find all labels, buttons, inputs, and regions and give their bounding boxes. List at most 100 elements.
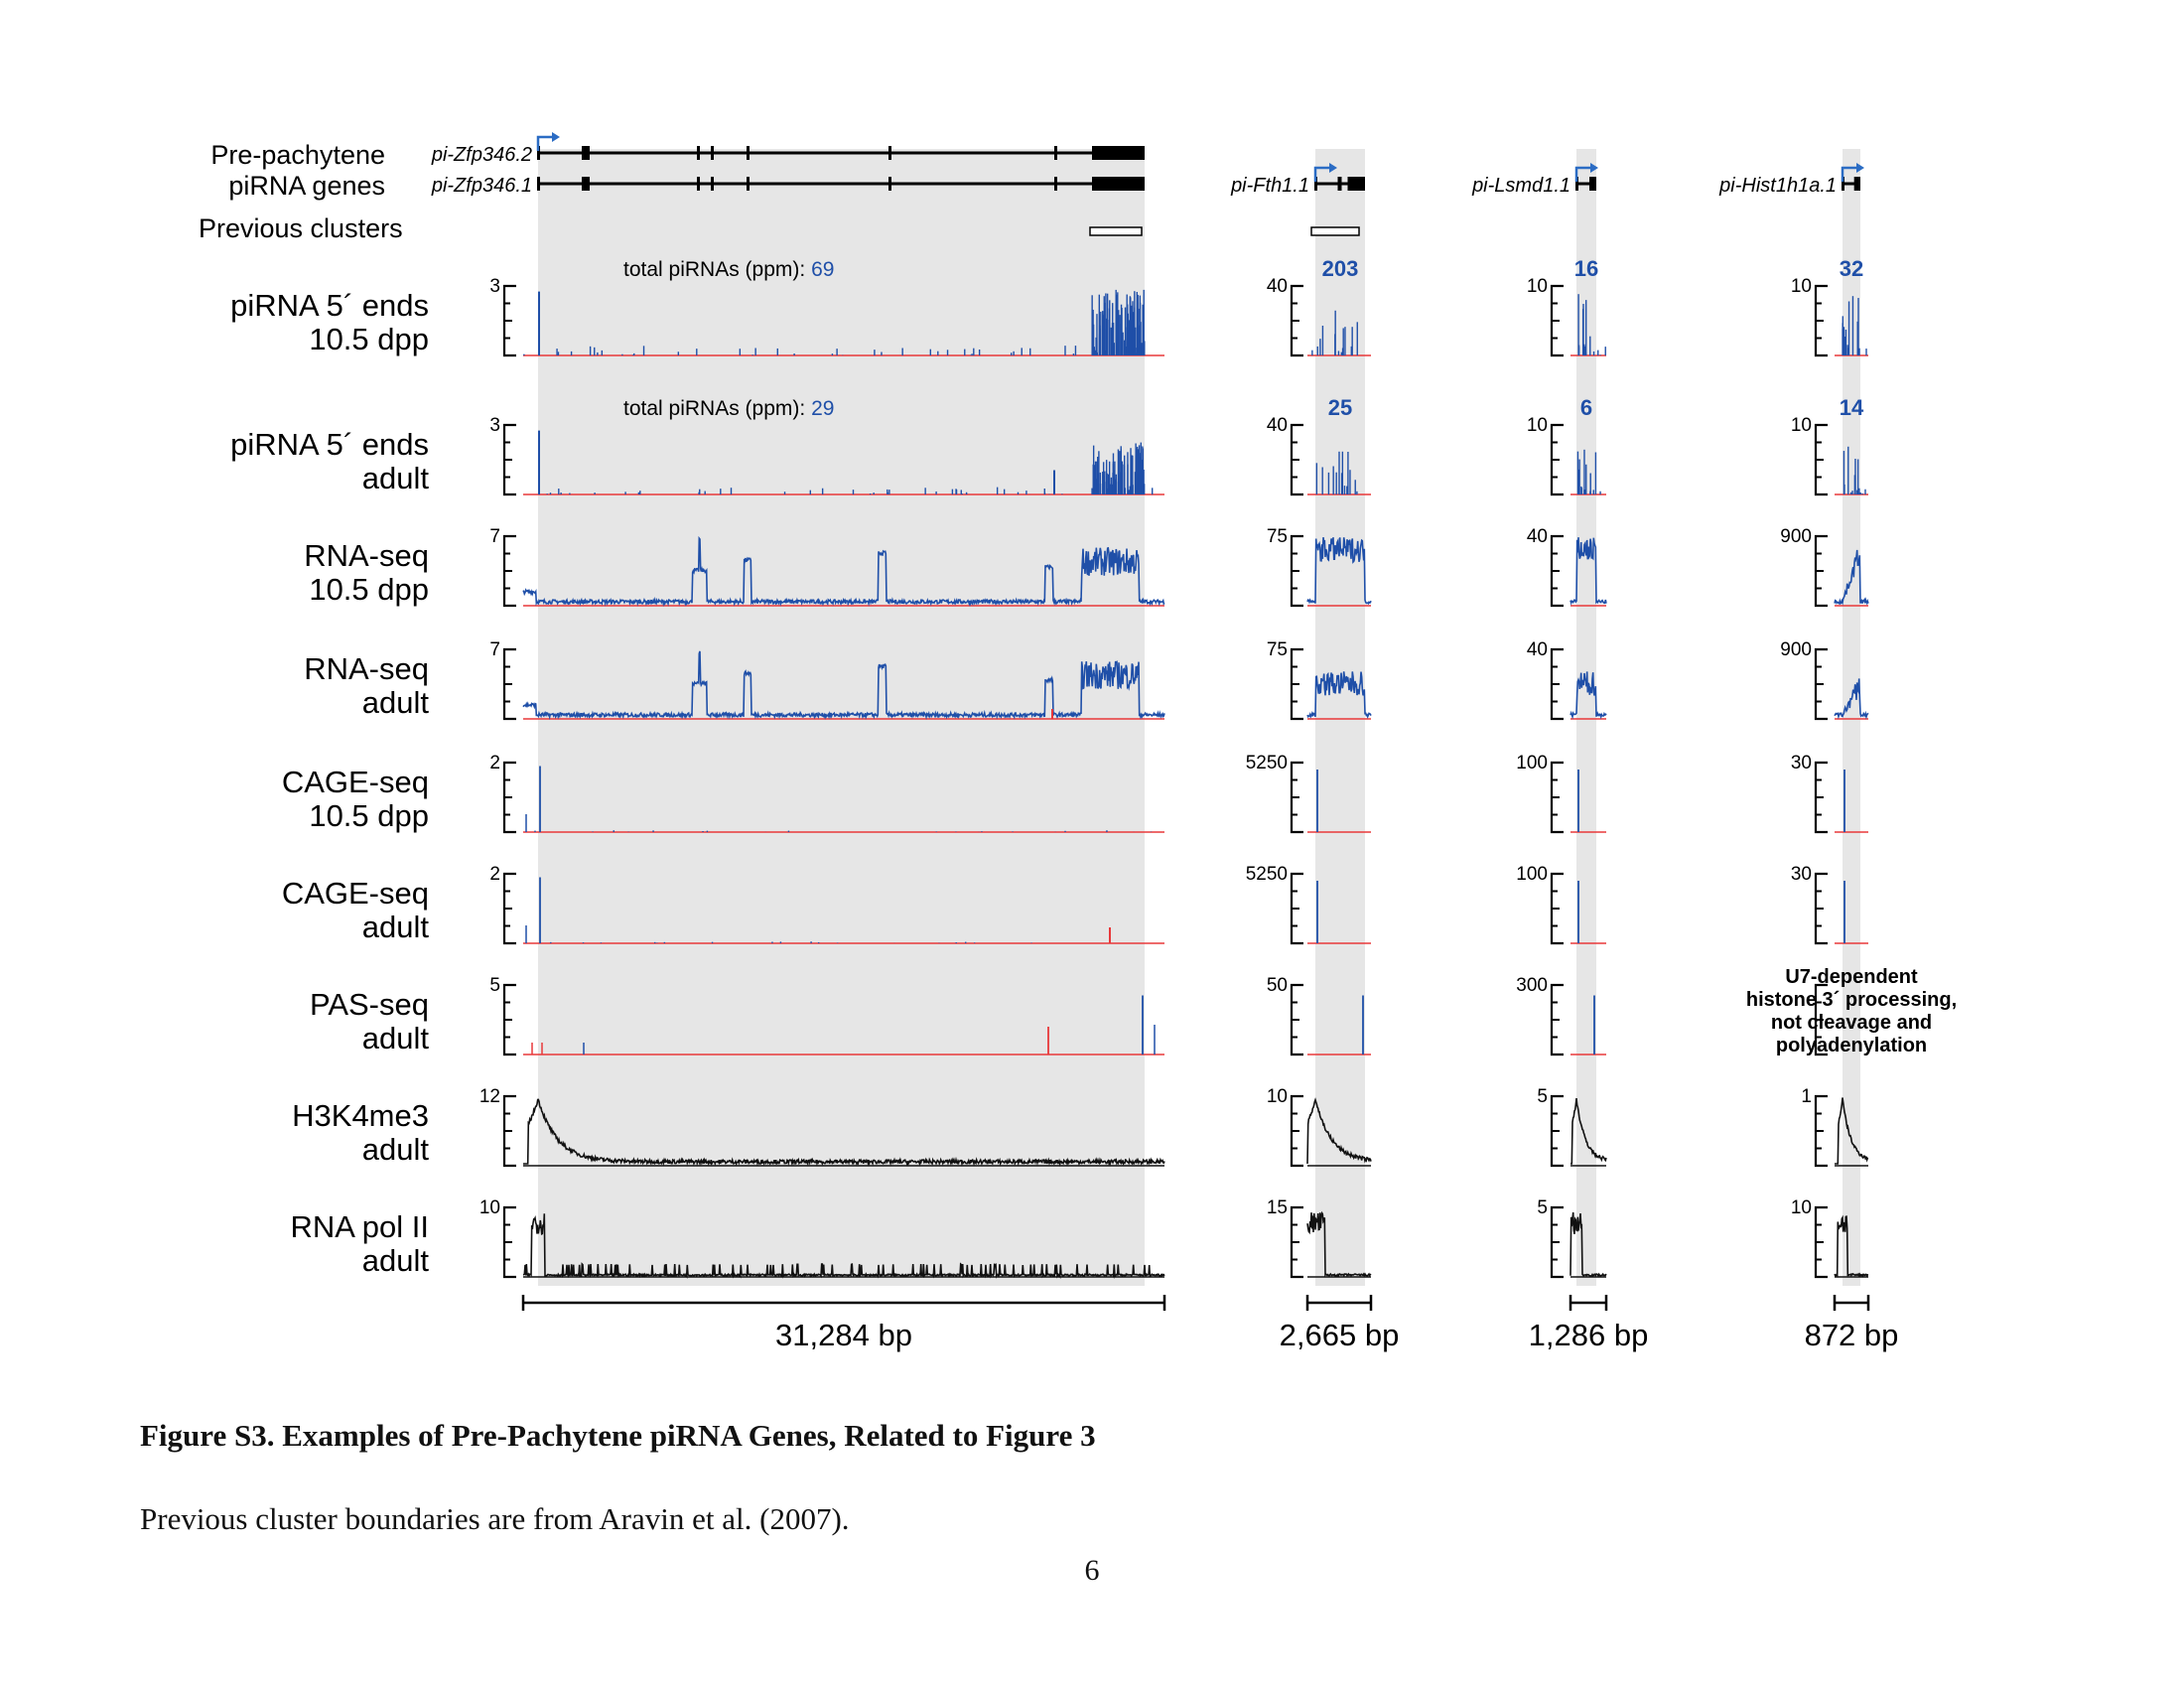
track-sublabel-5: adult bbox=[362, 910, 430, 944]
scale-value: 300 bbox=[1516, 975, 1548, 996]
track-8-panel-2: 5 bbox=[1537, 1197, 1607, 1279]
track-sublabel-4: 10.5 dpp bbox=[309, 798, 429, 833]
track-label-6: PAS-seq bbox=[310, 987, 429, 1022]
rna-trace bbox=[1834, 678, 1869, 720]
track-label-7: H3K4me3 bbox=[292, 1098, 429, 1133]
gene-model-exon bbox=[888, 146, 891, 160]
track-sublabel-2: 10.5 dpp bbox=[309, 572, 429, 607]
gene-name: pi-Hist1h1a.1 bbox=[1718, 175, 1837, 197]
gene-name: pi-Zfp346.2 bbox=[431, 144, 532, 166]
total-pirnas-value: 32 bbox=[1840, 256, 1863, 281]
panel-1: pi-Fth1.1 40 203 40 25 75 75 5250 5250 50 10 15 2,66… bbox=[1230, 163, 1399, 1352]
track-2-panel-0: 7 bbox=[489, 526, 1165, 608]
track-2-panel-2: 40 bbox=[1527, 526, 1607, 608]
gene-name: pi-Lsmd1.1 bbox=[1471, 175, 1570, 197]
gene-model-exon bbox=[1337, 177, 1342, 191]
gene-region-1 bbox=[1315, 149, 1365, 1286]
rna-trace bbox=[522, 535, 1165, 608]
rna-trace bbox=[522, 650, 1165, 721]
track-0-panel-3: 10 32 bbox=[1791, 256, 1868, 357]
track-4-panel-2: 100 bbox=[1516, 753, 1606, 834]
track-8-panel-3: 10 bbox=[1791, 1197, 1869, 1279]
scale-value: 50 bbox=[1267, 975, 1288, 996]
track-2-panel-1: 75 bbox=[1267, 526, 1372, 608]
gene-model-exon bbox=[1314, 177, 1317, 191]
previous-cluster-box bbox=[1089, 226, 1143, 236]
rna-trace bbox=[1570, 671, 1607, 720]
total-pirnas-value: 29 bbox=[811, 397, 834, 420]
scale-value: 100 bbox=[1516, 864, 1548, 885]
track-label-2: RNA-seq bbox=[304, 538, 429, 573]
gene-model-exon bbox=[1575, 177, 1578, 191]
panel-2: pi-Lsmd1.1 10 16 10 6 40 40 100 100 300 5 5 1,286 bp bbox=[1471, 163, 1648, 1352]
track-label-0: piRNA 5´ ends bbox=[230, 288, 429, 323]
scale-value: 2 bbox=[489, 864, 500, 885]
track-sublabel-1: adult bbox=[362, 461, 430, 495]
total-pirnas-value: 14 bbox=[1840, 395, 1864, 420]
gene-model-exon bbox=[1092, 177, 1145, 191]
gene-region-3 bbox=[1843, 149, 1860, 1286]
track-label-8: RNA pol II bbox=[290, 1209, 429, 1244]
track-5-panel-1: 5250 bbox=[1246, 864, 1371, 945]
track-4-panel-3: 30 bbox=[1791, 753, 1868, 834]
scale-value: 1 bbox=[1801, 1086, 1812, 1107]
scale-value: 3 bbox=[489, 276, 500, 297]
scale-value: 15 bbox=[1267, 1197, 1288, 1218]
total-pirnas-value: 16 bbox=[1574, 256, 1598, 281]
scale-value: 900 bbox=[1780, 526, 1812, 547]
scale-value: 3 bbox=[489, 415, 500, 436]
page-number: 6 bbox=[1084, 1554, 1100, 1587]
gene-model-exon bbox=[1842, 177, 1844, 191]
track-7-panel-2: 5 bbox=[1537, 1086, 1607, 1168]
h3k4me3-trace bbox=[1306, 1097, 1372, 1165]
track-2-panel-3: 900 bbox=[1780, 526, 1869, 608]
scale-value: 10 bbox=[1791, 415, 1812, 436]
scale-value: 10 bbox=[1791, 1197, 1812, 1218]
scale-value: 10 bbox=[1527, 415, 1548, 436]
gene-model-exon bbox=[697, 177, 700, 191]
scale-value: 5250 bbox=[1246, 753, 1288, 774]
track-4-panel-0: 2 bbox=[489, 753, 1164, 834]
tss-arrow bbox=[1841, 166, 1860, 182]
gene-model-exon bbox=[747, 146, 750, 160]
h3k4me3-trace bbox=[1835, 1097, 1869, 1165]
gene-model-exon bbox=[582, 177, 590, 191]
gene-name: pi-Fth1.1 bbox=[1230, 175, 1309, 197]
size-label: 31,284 bp bbox=[775, 1318, 912, 1352]
track-6-panel-3 bbox=[1814, 983, 1828, 1056]
gene-model-exon bbox=[1347, 177, 1365, 191]
total-pirnas-prefix: total piRNAs (ppm): bbox=[623, 397, 811, 420]
tss-arrowhead bbox=[552, 132, 560, 142]
track-3-panel-0: 7 bbox=[489, 639, 1165, 721]
scale-value: 12 bbox=[479, 1086, 500, 1107]
gene-model-exon bbox=[1092, 146, 1145, 160]
tss-arrow bbox=[536, 135, 556, 151]
track-1-panel-3: 10 14 bbox=[1791, 395, 1868, 496]
track-0-panel-1: 40 203 bbox=[1267, 256, 1371, 357]
track-8-panel-0: 10 bbox=[479, 1197, 1165, 1280]
gene-model-exon bbox=[747, 177, 750, 191]
track-0-panel-0: 3 total piRNAs (ppm): 69 bbox=[489, 258, 1164, 357]
total-pirnas-value: 25 bbox=[1328, 395, 1352, 420]
gene-model-exon bbox=[711, 177, 714, 191]
rna-trace bbox=[1834, 549, 1869, 606]
panel-0: pi-Zfp346.2 pi-Zfp346.1 3 total piRNAs (ppm… bbox=[431, 132, 1166, 1352]
track-label-3: RNA-seq bbox=[304, 651, 429, 686]
histone-note-line: histone 3´ processing, bbox=[1746, 989, 1957, 1011]
figure-caption-title: Figure S3. Examples of Pre-Pachytene piR… bbox=[140, 1418, 1096, 1453]
total-pirnas-value: 203 bbox=[1322, 256, 1359, 281]
scale-value: 900 bbox=[1780, 639, 1812, 660]
gene-shading bbox=[538, 149, 1860, 1286]
scale-value: 10 bbox=[1527, 276, 1548, 297]
track-sublabel-6: adult bbox=[362, 1021, 430, 1055]
histone-note-line: U7-dependent bbox=[1785, 966, 1918, 988]
track-1-panel-0: 3 total piRNAs (ppm): 29 bbox=[489, 397, 1164, 496]
track-5-panel-3: 30 bbox=[1791, 864, 1868, 945]
figure-caption-body: Previous cluster boundaries are from Ara… bbox=[140, 1501, 850, 1536]
scale-value: 5 bbox=[1537, 1086, 1548, 1107]
scale-value: 40 bbox=[1267, 415, 1288, 436]
histone-note-line: polyadenylation bbox=[1776, 1035, 1927, 1056]
track-sublabel-7: adult bbox=[362, 1132, 430, 1167]
